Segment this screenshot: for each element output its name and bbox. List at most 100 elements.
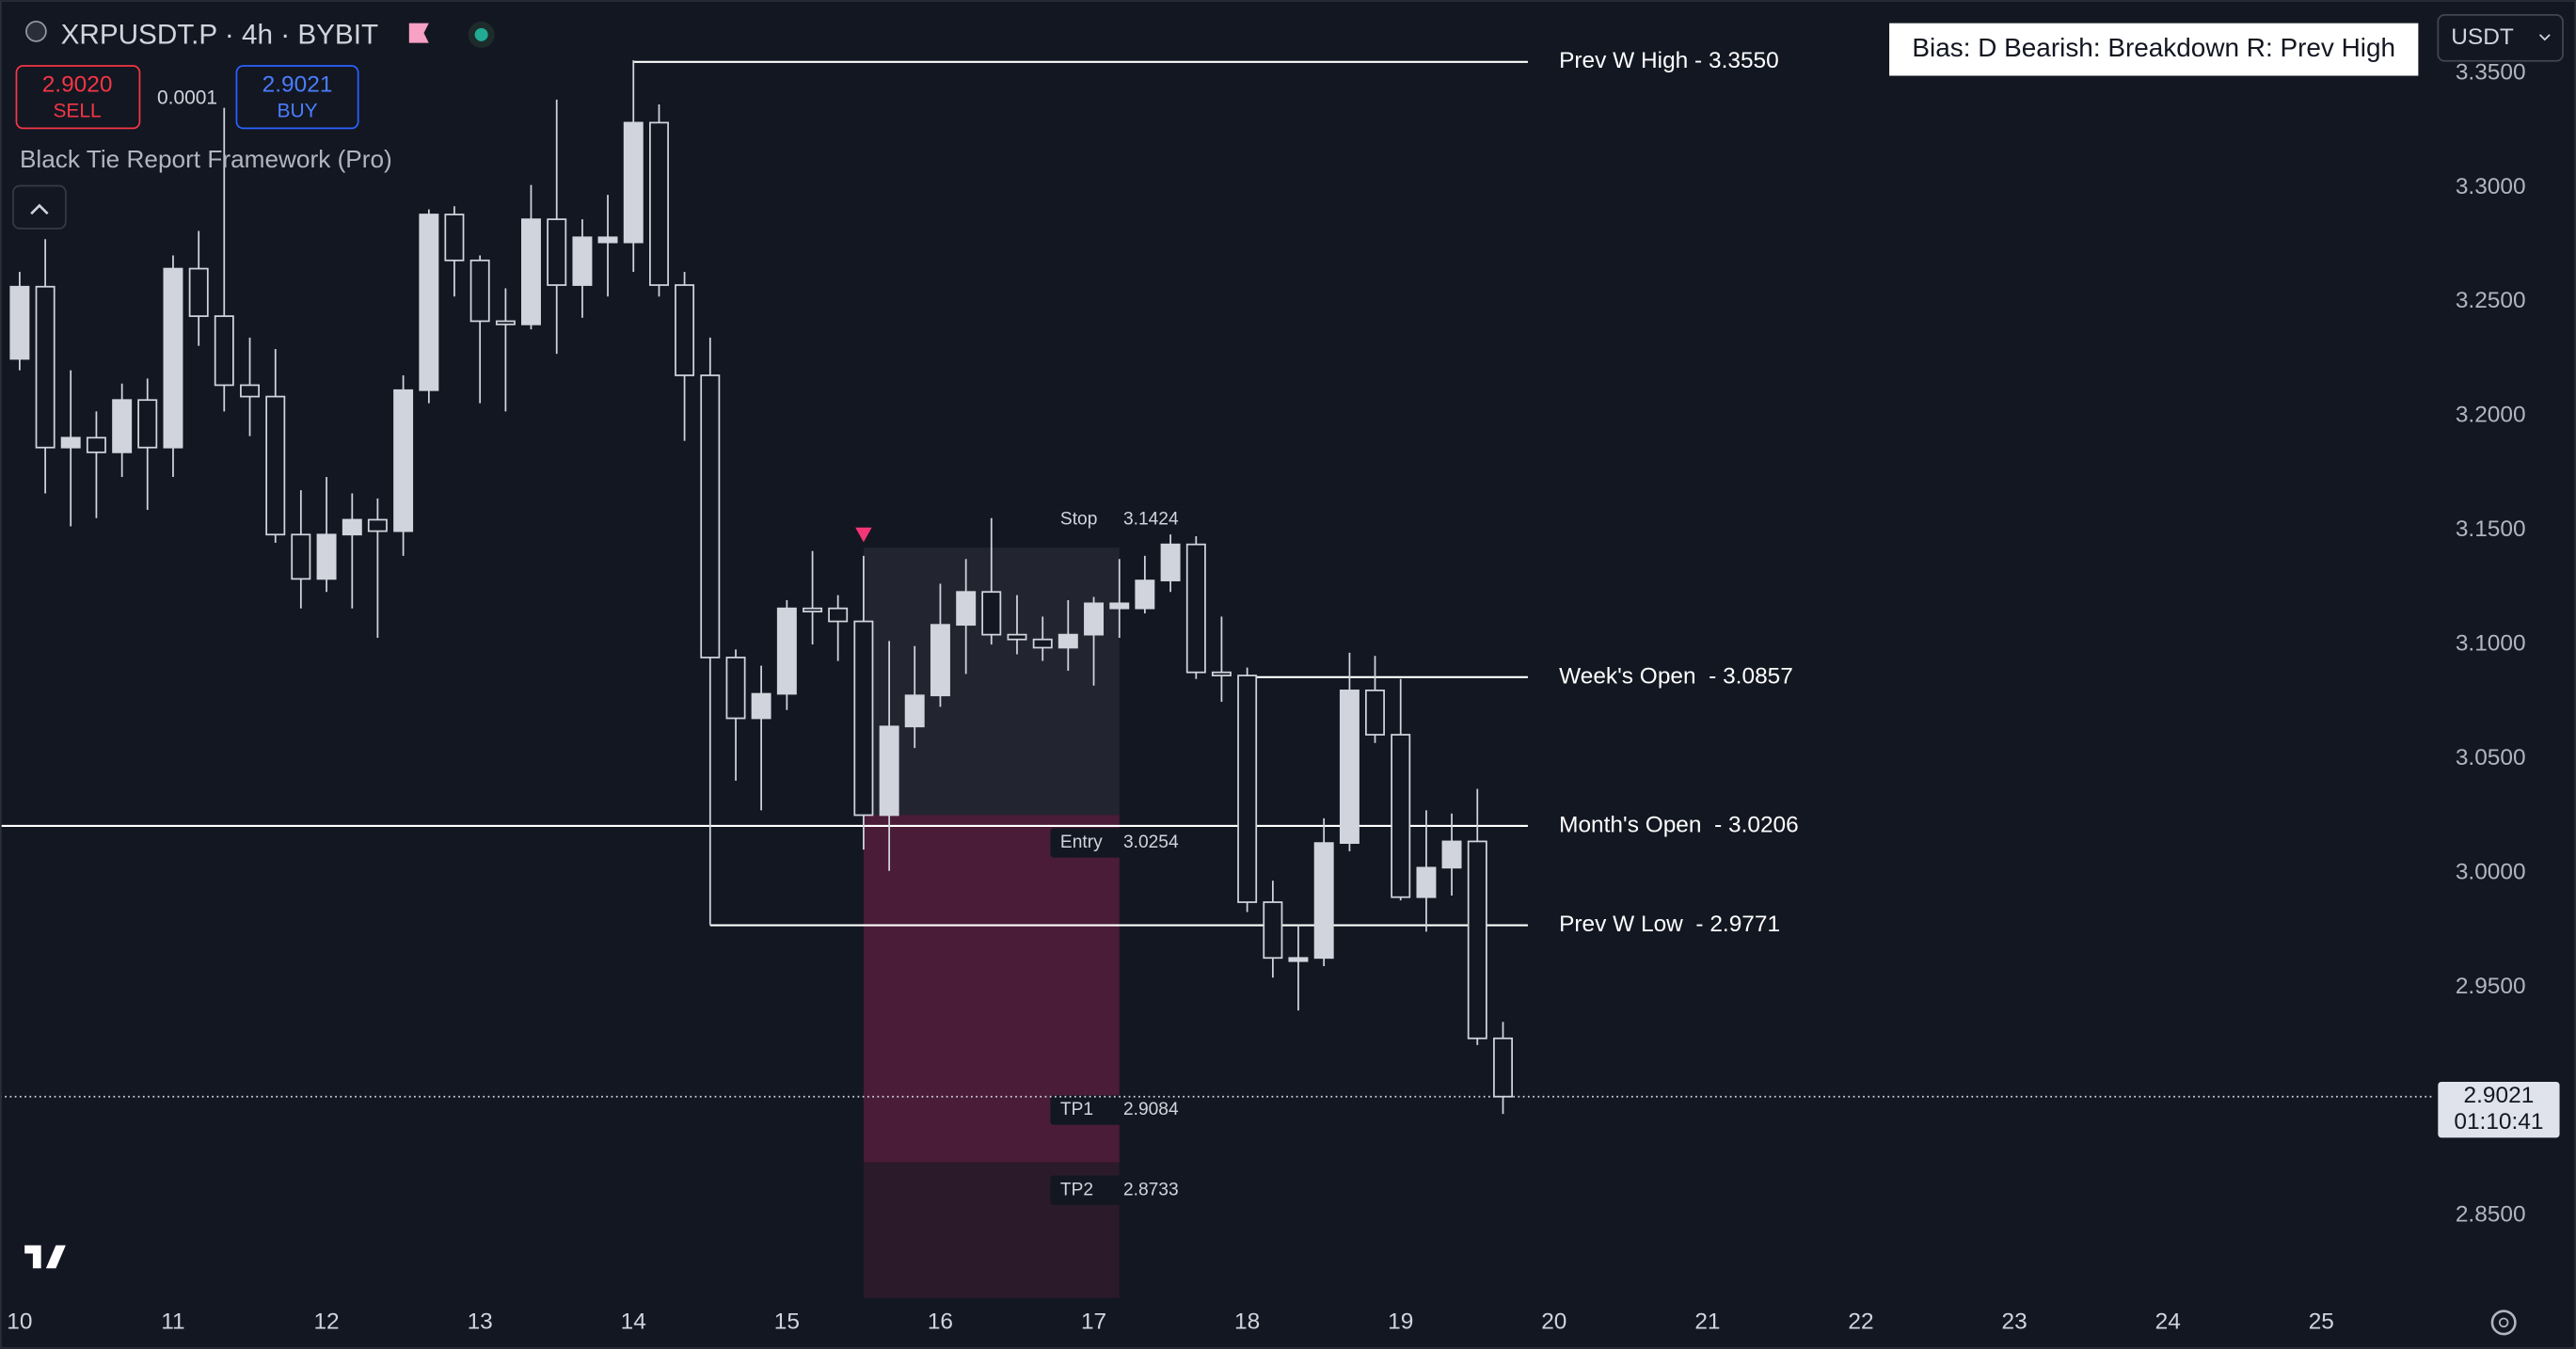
candle-body [547, 218, 567, 286]
candle-body [1365, 690, 1385, 736]
candle-body [1007, 633, 1027, 641]
candle-body [1135, 579, 1155, 610]
symbol-title[interactable]: XRPUSDT.P · 4h · BYBIT [61, 19, 378, 50]
candle-body [342, 518, 362, 536]
target-value: 2.9084 [1123, 1100, 1179, 1119]
sell-label: SELL [53, 100, 101, 121]
x-tick-label: 22 [1848, 1309, 1873, 1334]
candle-body [675, 284, 695, 376]
candle-body [469, 259, 490, 323]
candle-body [495, 320, 516, 325]
dropdown-icon [2538, 34, 2551, 41]
level-label: Week's Open - 3.0857 [1559, 663, 1793, 689]
candle-body [751, 692, 771, 720]
candle-body [1211, 671, 1232, 676]
target-name: TP2 [1060, 1180, 1093, 1199]
candle-body [828, 607, 849, 623]
candle-body [188, 267, 209, 317]
x-tick-label: 25 [2309, 1309, 2334, 1334]
candle-body [1057, 633, 1078, 649]
candle-body [419, 214, 439, 391]
candle-body [163, 267, 183, 449]
candle-body [520, 218, 541, 325]
signal-marker [855, 527, 872, 543]
x-tick-label: 13 [468, 1309, 493, 1334]
x-tick-label: 18 [1234, 1309, 1260, 1334]
candle-body [930, 624, 950, 697]
indicator-name[interactable]: Black Tie Report Framework (Pro) [20, 145, 392, 173]
sell-button[interactable] [15, 65, 141, 130]
candle-body [1467, 840, 1487, 1040]
y-tick-label: 3.1500 [2456, 516, 2526, 542]
candle-body [1237, 674, 1258, 903]
candle-body [803, 607, 823, 612]
level-label: Prev W Low - 2.9771 [1559, 912, 1780, 937]
candle-body [265, 395, 286, 536]
target-value: 2.8733 [1123, 1180, 1179, 1199]
x-tick-label: 16 [928, 1309, 953, 1334]
candle-body [1416, 866, 1437, 898]
target-value: 3.0254 [1123, 833, 1179, 852]
bias-box [1889, 23, 2419, 76]
candle-body [9, 285, 30, 360]
candle-body [1339, 690, 1360, 845]
last-price: 2.9021 [2464, 1083, 2535, 1108]
target-name: Stop [1060, 509, 1097, 529]
candle-body [725, 657, 746, 720]
target-name: Entry [1060, 833, 1103, 852]
flag-icon[interactable] [408, 23, 429, 43]
candle-body [853, 620, 874, 817]
candle-body [1313, 842, 1334, 960]
sell-price: 2.9020 [42, 71, 113, 97]
x-tick-label: 17 [1081, 1309, 1106, 1334]
x-tick-label: 19 [1388, 1309, 1413, 1334]
target-value: 3.1424 [1123, 509, 1179, 529]
candle-body [1288, 957, 1309, 962]
y-tick-label: 3.2000 [2456, 403, 2526, 428]
candle-body [367, 518, 388, 532]
currency-select[interactable] [2437, 14, 2564, 62]
buy-button[interactable] [235, 65, 359, 130]
candle-body [60, 436, 81, 449]
settings-icon [2498, 1317, 2509, 1328]
logo[interactable] [24, 1245, 66, 1269]
x-tick-label: 21 [1694, 1309, 1720, 1334]
candle-body [1109, 602, 1130, 610]
level-label: Month's Open - 3.0206 [1559, 812, 1799, 837]
candle-body [1441, 840, 1462, 869]
candle-body [700, 374, 721, 659]
y-tick-label: 2.8500 [2456, 1202, 2526, 1228]
candle-body [214, 315, 234, 387]
x-tick-label: 10 [7, 1309, 32, 1334]
level-label: Prev W High - 3.3550 [1559, 48, 1779, 73]
candle-body [112, 399, 133, 453]
candle-body [1185, 543, 1206, 674]
x-tick-label: 15 [774, 1309, 800, 1334]
settings-button[interactable] [2490, 1309, 2517, 1336]
candle-body [137, 399, 158, 449]
candle-body [35, 285, 56, 449]
y-tick-label: 3.2500 [2456, 288, 2526, 313]
buy-price: 2.9021 [262, 71, 333, 97]
buy-label: BUY [278, 100, 318, 121]
candle-body [240, 384, 260, 398]
y-tick-label: 3.3500 [2456, 59, 2526, 85]
y-tick-label: 3.0000 [2456, 859, 2526, 884]
x-tick-label: 20 [1541, 1309, 1566, 1334]
candle-body [1084, 602, 1105, 636]
candle-body [597, 236, 618, 244]
candle-body [572, 236, 593, 286]
target-label-box [1050, 1095, 1189, 1125]
x-tick-label: 11 [161, 1309, 184, 1334]
symbol-icon [25, 21, 47, 42]
candle-body [1493, 1037, 1513, 1098]
countdown: 01:10:41 [2454, 1109, 2543, 1135]
plot-area: 2.85002.95002.95003.00003.05003.10003.15… [0, 48, 2560, 1334]
x-tick-label: 24 [2155, 1309, 2181, 1334]
candle-body [649, 121, 669, 286]
